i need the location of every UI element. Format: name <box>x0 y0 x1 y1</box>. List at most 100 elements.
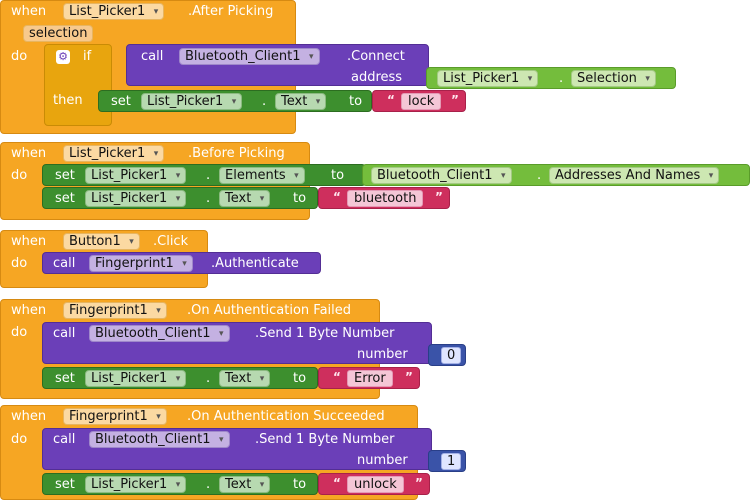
setter-property-dropdown[interactable]: Text ▾ <box>219 476 271 493</box>
chevron-down-icon: ▾ <box>175 480 181 490</box>
chevron-down-icon: ▾ <box>294 171 299 181</box>
call-label: call <box>141 49 164 64</box>
chevron-down-icon: ▾ <box>259 480 265 490</box>
set-text-lock-block[interactable]: set List_Picker1 ▾ . Text ▾ to <box>98 90 372 112</box>
chevron-down-icon: ▾ <box>153 149 159 159</box>
if-then-block[interactable]: ⚙ if then <box>44 44 112 126</box>
when-label: when <box>11 303 47 318</box>
close-quote-icon: ” <box>451 93 459 107</box>
text-literal-bluetooth[interactable]: “ bluetooth ” <box>318 187 450 209</box>
chevron-down-icon: ▾ <box>175 374 181 384</box>
address-label: address <box>351 70 403 85</box>
do-label: do <box>11 256 28 271</box>
number-label: number <box>357 347 408 362</box>
method-name: .Send 1 Byte Number <box>255 432 395 447</box>
when-label: when <box>11 234 47 249</box>
setter-component-dropdown[interactable]: List_Picker1 ▾ <box>85 476 187 493</box>
getter-property-dropdown[interactable]: Selection ▾ <box>571 70 656 87</box>
text-literal-lock[interactable]: “ lock ” <box>372 90 466 112</box>
call-connect-block[interactable]: call Bluetooth_Client1 ▾ .Connect address <box>126 44 429 86</box>
setter-component-dropdown[interactable]: List_Picker1 ▾ <box>141 93 243 110</box>
chevron-down-icon: ▾ <box>156 306 161 316</box>
bluetooth-component-dropdown[interactable]: Bluetooth_Client1 ▾ <box>179 48 320 65</box>
text-literal-error[interactable]: “ Error ” <box>318 367 420 389</box>
set-label: set <box>55 168 75 183</box>
chevron-down-icon: ▾ <box>182 259 187 269</box>
chevron-down-icon: ▾ <box>175 171 181 181</box>
chevron-down-icon: ▾ <box>708 171 714 181</box>
chevron-down-icon: ▾ <box>259 374 265 384</box>
setter-property-dropdown[interactable]: Text ▾ <box>219 370 271 387</box>
number-literal-block[interactable]: 0 <box>428 344 466 366</box>
text-value-field[interactable]: Error <box>347 370 393 387</box>
set-elements-block[interactable]: set List_Picker1 ▾ . Elements ▾ to <box>42 164 366 186</box>
chevron-down-icon: ▾ <box>500 171 506 181</box>
event-name: .Before Picking <box>188 146 285 161</box>
do-label: do <box>11 168 28 183</box>
to-label: to <box>349 94 363 109</box>
component-dropdown[interactable]: List_Picker1 ▾ <box>63 145 165 162</box>
chevron-down-icon: ▾ <box>153 7 159 17</box>
open-quote-icon: “ <box>333 190 341 204</box>
if-label: if <box>83 49 92 64</box>
do-label: do <box>11 325 28 340</box>
chevron-down-icon: ▾ <box>218 329 224 339</box>
set-label: set <box>111 94 131 109</box>
bluetooth-component-dropdown[interactable]: Bluetooth_Client1 ▾ <box>89 325 230 342</box>
close-quote-icon: ” <box>415 476 423 490</box>
selection-parameter[interactable]: selection <box>23 25 94 42</box>
call-label: call <box>53 432 76 447</box>
text-value-field[interactable]: lock <box>401 93 442 110</box>
setter-property-dropdown[interactable]: Text ▾ <box>219 190 271 207</box>
getter-component-dropdown[interactable]: List_Picker1 ▾ <box>437 70 539 87</box>
chevron-down-icon: ▾ <box>218 435 224 445</box>
number-value-field[interactable]: 0 <box>441 347 462 364</box>
when-label: when <box>11 4 47 19</box>
text-value-field[interactable]: bluetooth <box>347 190 424 207</box>
call-send-byte-block[interactable]: call Bluetooth_Client1 ▾ .Send 1 Byte Num… <box>42 322 432 364</box>
text-literal-unlock[interactable]: “ unlock ” <box>318 473 430 495</box>
to-label: to <box>331 168 345 183</box>
chevron-down-icon: ▾ <box>527 74 533 84</box>
close-quote-icon: ” <box>435 190 443 204</box>
call-label: call <box>53 256 76 271</box>
set-text-bluetooth-block[interactable]: set List_Picker1 ▾ . Text ▾ to <box>42 187 318 209</box>
number-value-field[interactable]: 1 <box>441 453 462 470</box>
close-quote-icon: ” <box>405 370 413 384</box>
gear-icon[interactable]: ⚙ <box>56 50 70 64</box>
call-authenticate-block[interactable]: call Fingerprint1 ▾ .Authenticate <box>42 252 321 274</box>
set-text-error-block[interactable]: set List_Picker1 ▾ . Text ▾ to <box>42 367 318 389</box>
method-name: .Connect <box>347 49 405 64</box>
call-label: call <box>53 326 76 341</box>
component-dropdown[interactable]: Button1 ▾ <box>63 233 140 250</box>
bluetooth-component-dropdown[interactable]: Bluetooth_Client1 ▾ <box>89 431 230 448</box>
then-label: then <box>53 93 83 108</box>
call-send-byte-block[interactable]: call Bluetooth_Client1 ▾ .Send 1 Byte Num… <box>42 428 432 470</box>
addresses-getter-block[interactable]: Bluetooth_Client1 ▾ . Addresses And Names… <box>362 164 750 186</box>
do-label: do <box>11 49 28 64</box>
set-text-unlock-block[interactable]: set List_Picker1 ▾ . Text ▾ to <box>42 473 318 495</box>
getter-property-dropdown[interactable]: Addresses And Names ▾ <box>549 167 720 184</box>
number-literal-block[interactable]: 1 <box>428 450 466 472</box>
chevron-down-icon: ▾ <box>259 194 265 204</box>
chevron-down-icon: ▾ <box>315 97 321 107</box>
component-dropdown[interactable]: List_Picker1 ▾ <box>63 3 165 20</box>
chevron-down-icon: ▾ <box>156 412 161 422</box>
set-label: set <box>55 371 75 386</box>
text-value-field[interactable]: unlock <box>347 476 404 493</box>
setter-component-dropdown[interactable]: List_Picker1 ▾ <box>85 190 187 207</box>
selection-getter-block[interactable]: List_Picker1 ▾ . Selection ▾ <box>426 67 676 89</box>
setter-component-dropdown[interactable]: List_Picker1 ▾ <box>85 370 187 387</box>
setter-property-dropdown[interactable]: Text ▾ <box>275 93 327 110</box>
component-dropdown[interactable]: Fingerprint1 ▾ <box>63 302 167 319</box>
set-label: set <box>55 191 75 206</box>
fingerprint-component-dropdown[interactable]: Fingerprint1 ▾ <box>89 255 193 272</box>
method-name: .Authenticate <box>211 256 299 271</box>
getter-component-dropdown[interactable]: Bluetooth_Client1 ▾ <box>371 167 512 184</box>
open-quote-icon: “ <box>333 370 341 384</box>
event-name: .Click <box>153 234 189 249</box>
setter-property-dropdown[interactable]: Elements ▾ <box>219 167 305 184</box>
setter-component-dropdown[interactable]: List_Picker1 ▾ <box>85 167 187 184</box>
do-label: do <box>11 432 28 447</box>
component-dropdown[interactable]: Fingerprint1 ▾ <box>63 408 167 425</box>
